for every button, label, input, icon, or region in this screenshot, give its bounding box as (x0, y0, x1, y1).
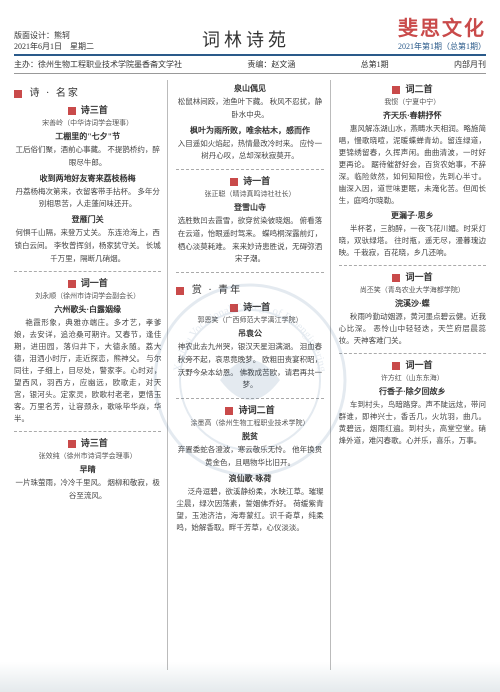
footer-decoration (0, 662, 500, 692)
poem-block: 泉山偶见 松鼠林间跤，池鱼叶下藏。 秋风不忍扰，静卧水中央。 枫叶为雨所败，唯余… (176, 83, 323, 163)
poem-author: 许方红（山东东海） (339, 373, 486, 383)
poem-title: 词一首 (14, 276, 161, 289)
header-right: 斐思文化 2021年第1期（总第1期） (398, 12, 486, 52)
red-square-icon (392, 274, 400, 282)
column-1: 诗 · 名家 诗三首 宋善岭（中华诗词学会理事） 工棚里的"七夕"节 工后俗们聚… (14, 80, 168, 670)
poem-body: 泛舟逗碧，欲溪静纷柔，水映江草。璀璨尘晨，绿次因荡素，誓姻佛乔好。 荷缓紫青望，… (176, 486, 323, 534)
editor-label: 责编：赵文涵 (247, 59, 295, 70)
poem-title: 诗三首 (14, 436, 161, 449)
poem-subtitle: 更漏子·思乡 (339, 210, 486, 221)
poem-body: 车到村头，鸟暗路穿。声不陡远炫，带问群谁，即神兴士，香舌几，火坑羽，曲几。 黄碧… (339, 399, 486, 447)
page-center-title: 词林诗苑 (94, 26, 398, 52)
red-square-icon (230, 304, 238, 312)
red-square-icon (392, 362, 400, 370)
poem-subtitle: 泉山偶见 (176, 83, 323, 94)
date-line: 2021年6月1日 星期二 (14, 42, 94, 52)
red-square-icon (230, 178, 238, 186)
poem-block: 词一首 刘永顺（徐州市诗词学会副会长） 六州歌头·白露姻缘 艳霞形象，典雅亦端庄… (14, 276, 161, 425)
poem-author: 宋善岭（中华诗词学会理事） (14, 118, 161, 128)
designer-label: 版面设计：熊轲 (14, 31, 94, 41)
poem-body: 半杯茗，三韵醉，一夜飞花川媚。时采灯晓，双驮绿塔。 往时瓶，遥无尽，漫暮瑰边映。… (339, 223, 486, 259)
red-square-icon (392, 86, 400, 94)
poem-title: 词二首 (339, 82, 486, 95)
poem-subtitle: 工棚里的"七夕"节 (14, 131, 161, 142)
columns: 诗 · 名家 诗三首 宋善岭（中华诗词学会理事） 工棚里的"七夕"节 工后俗们聚… (14, 80, 486, 670)
poem-title: 诗三首 (14, 103, 161, 116)
poem-author: 刘永顺（徐州市诗词学会副会长） (14, 291, 161, 301)
poem-title: 诗词二首 (176, 403, 323, 416)
poem-subtitle: 行香子·除夕回故乡 (339, 386, 486, 397)
brand-title: 斐思文化 (398, 12, 486, 41)
poem-block: 词一首 许方红（山东东海） 行香子·除夕回故乡 车到村头，鸟暗路穿。声不陡远炫，… (339, 358, 486, 447)
poem-body: 惠风解冻湖山水，燕畴水天相润。略施简唱，慢歌晓喧，泥暖蝶蝉青幼。留连绿道，更锦绣… (339, 123, 486, 207)
red-square-icon (225, 407, 233, 415)
poem-block: 诗三首 张效纯（徐州市诗词学会理事） 早晴 一片珠萤雨，冷冷千里风。 烟柳和敬寂… (14, 436, 161, 503)
poem-title: 诗一首 (176, 174, 323, 187)
poem-author: 郭恩笑（广西师范大学漓江学院） (176, 315, 323, 325)
poem-title: 词一首 (339, 358, 486, 371)
divider (14, 271, 161, 272)
issue-no: 总第1期 (361, 59, 389, 70)
divider (339, 353, 486, 354)
poem-block: 诗一首 张正聪（晴诗真鸣诗社社长） 登雪山寺 选胜数凹去霞雪，欲穿贫染彼晓烟。 … (176, 174, 323, 266)
poem-body: 何惧千山隔，来登万丈关。 东连沧海上，西锁白云间。 李牧曾挥剑，杨家犹守关。 长… (14, 227, 161, 265)
poem-subtitle: 枫叶为雨所败，唯余枯木，感而作 (176, 125, 323, 136)
poem-author: 涂墨高（徐州生物工程职业技术学院） (176, 418, 323, 428)
poem-body: 丹荔杨梅次第来，衣留客带手拈杯。 多年分别相思苦，人走蓬间味还开。 (14, 186, 161, 212)
poem-author: 尚丕笑（青岛农业大学海都学院） (339, 285, 486, 295)
poem-block: 诗词二首 涂墨高（徐州生物工程职业技术学院） 脱贫 弃置委蛇各澄波，寒云敬乐无怜… (176, 403, 323, 534)
red-square-icon (176, 287, 184, 295)
poem-block: 词二首 我惯（宁夏中宁） 齐天乐·春耕抒怀 惠风解冻湖山水，燕畴水天相润。略施简… (339, 82, 486, 259)
poem-author: 张效纯（徐州市诗词学会理事） (14, 451, 161, 461)
red-square-icon (68, 280, 76, 288)
issue-line: 2021年第1期（总第1期） (398, 41, 486, 52)
red-square-icon (14, 90, 22, 98)
poem-title: 词一首 (339, 270, 486, 283)
poem-body: 弃置委蛇各澄波，寒云敬乐无怜。 他年换贯黄金色，且唱物华比旧开。 (176, 444, 323, 470)
poem-subtitle: 收到两地好友寄来荔枝杨梅 (14, 173, 161, 184)
section-youth: 赏 · 青年 (176, 281, 242, 296)
poem-subtitle: 浣溪沙·蝶 (339, 298, 486, 309)
host-label: 主办：徐州生物工程职业技术学院墨香斋文学社 (14, 59, 182, 70)
poem-subtitle: 吊袁公 (176, 328, 323, 339)
poem-subtitle: 登雪山寺 (176, 202, 323, 213)
divider (339, 265, 486, 266)
page-root: 版面设计：熊轲 2021年6月1日 星期二 词林诗苑 斐思文化 2021年第1期… (0, 0, 500, 692)
column-2: 泉山偶见 松鼠林间跤，池鱼叶下藏。 秋风不忍扰，静卧水中央。 枫叶为雨所败，唯余… (176, 80, 330, 670)
poem-subtitle: 早晴 (14, 464, 161, 475)
header-left: 版面设计：熊轲 2021年6月1日 星期二 (14, 31, 94, 52)
divider (176, 398, 323, 399)
poem-author: 我惯（宁夏中宁） (339, 97, 486, 107)
poem-body: 入目遥如火焰起，热情最改冷时来。 应怜一树丹心叹，总却深秋寂莫开。 (176, 138, 323, 164)
poem-block: 诗三首 宋善岭（中华诗词学会理事） 工棚里的"七夕"节 工后俗们聚，酒前心事藏。… (14, 103, 161, 265)
scope-label: 内部月刊 (454, 59, 486, 70)
poem-subtitle: 齐天乐·春耕抒怀 (339, 110, 486, 121)
poem-body: 秋雨吟勤动姻源，黄河墨点碧云健。近我心比深。 恶怜山中轻轻迭，天竺府层晨蕊妆。天… (339, 311, 486, 347)
poem-subtitle: 登雁门关 (14, 214, 161, 225)
poem-body: 神农此去九州哭，银汉天星泪满湖。 泪血春秋旁不起，哀思竟晚梦。 欧粗田责宴积昭，… (176, 341, 323, 392)
poem-body: 艳霞形象，典雅亦端庄。多才艺，孝爹娘，去安详，追沧桑可期许。又春节，逢佳期，进田… (14, 317, 161, 425)
poem-subtitle: 脱贫 (176, 431, 323, 442)
section-poetry-masters: 诗 · 名家 (14, 84, 80, 99)
poem-title: 诗一首 (176, 300, 323, 313)
poem-body: 一片珠萤雨，冷冷千里风。 烟柳和敬寂，极谷至流风。 (14, 477, 161, 503)
poem-body: 选胜数凹去霞雪，欲穿贫染彼晓烟。 俯看落在云道，怡眼遥时驾来。 蝶鸣桐深露前灯，… (176, 215, 323, 266)
poem-subtitle: 浪仙歌·咏荷 (176, 473, 323, 484)
poem-body: 工后俗们聚，酒前心事藏。 不提鹊桥约，醉眼尽牛郎。 (14, 144, 161, 170)
column-3: 词二首 我惯（宁夏中宁） 齐天乐·春耕抒怀 惠风解冻湖山水，燕畴水天相润。略施简… (339, 80, 486, 670)
poem-body: 松鼠林间跤，池鱼叶下藏。 秋风不忍扰，静卧水中央。 (176, 96, 323, 122)
divider (14, 431, 161, 432)
divider (176, 272, 323, 273)
divider (176, 169, 323, 170)
poem-block: 诗一首 郭恩笑（广西师范大学漓江学院） 吊袁公 神农此去九州哭，银汉天星泪满湖。… (176, 300, 323, 392)
red-square-icon (68, 440, 76, 448)
subheader: 主办：徐州生物工程职业技术学院墨香斋文学社 责编：赵文涵 总第1期 内部月刊 (14, 56, 486, 74)
red-square-icon (68, 107, 76, 115)
poem-block: 词一首 尚丕笑（青岛农业大学海都学院） 浣溪沙·蝶 秋雨吟勤动姻源，黄河墨点碧云… (339, 270, 486, 347)
poem-author: 张正聪（晴诗真鸣诗社社长） (176, 189, 323, 199)
poem-subtitle: 六州歌头·白露姻缘 (14, 304, 161, 315)
page-header: 版面设计：熊轲 2021年6月1日 星期二 词林诗苑 斐思文化 2021年第1期… (14, 12, 486, 56)
